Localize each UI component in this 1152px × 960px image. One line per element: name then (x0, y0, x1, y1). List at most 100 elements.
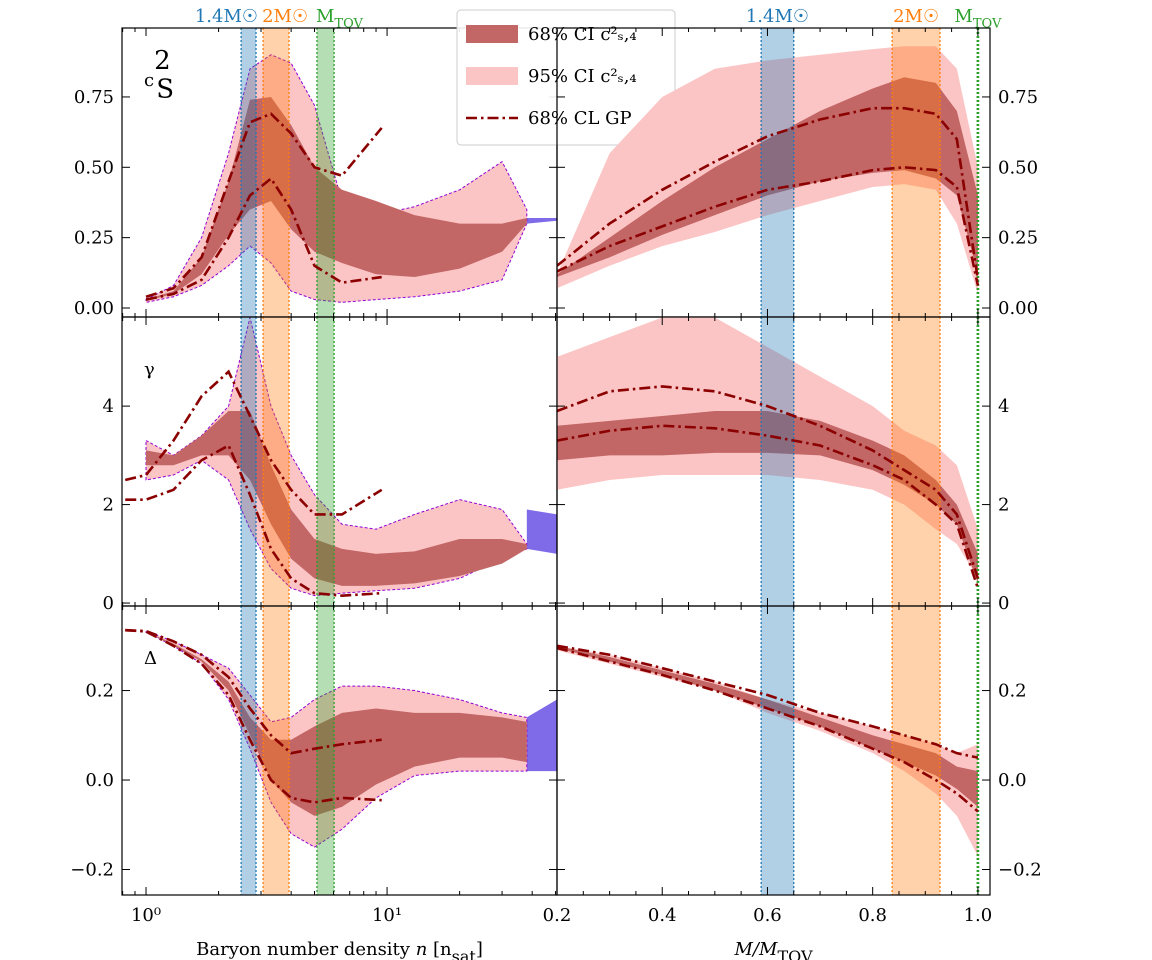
y-tick-label: −0.2 (70, 860, 114, 881)
gp-line (557, 385, 980, 579)
text-part: S (156, 74, 174, 104)
mass-band (761, 317, 794, 606)
text-part: TOV (777, 947, 813, 960)
mass-band (892, 28, 941, 317)
y-tick-label: 0.2 (85, 681, 114, 702)
mass-band (241, 28, 257, 317)
text-part: γ (144, 359, 155, 380)
y-tick-label: 4 (103, 396, 114, 417)
legend: 68% CI c²ₛ,₄ 95% CI c²ₛ,₄ 68% CL GP (456, 9, 676, 146)
x-tick-label: 10¹ (372, 905, 402, 926)
panel-label: c2 S (144, 46, 174, 105)
y-tick-label: 0.25 (74, 228, 114, 249)
y-tick-label: 0.50 (74, 157, 114, 178)
panel (557, 606, 980, 895)
y-tick-label: 0 (103, 593, 114, 614)
ci-band (557, 411, 978, 584)
y-tick-label: 4 (998, 396, 1009, 417)
mass-band (263, 606, 290, 895)
text-part: 2M☉ (262, 6, 308, 27)
text-part: Baryon number density (196, 939, 416, 960)
x-tick-label: 10⁰ (131, 905, 161, 926)
text-part: 1.4M☉ (195, 6, 258, 27)
text-part: ] (476, 939, 483, 960)
x-tick-label: 0.4 (648, 905, 677, 926)
panel (125, 606, 557, 895)
mass-band (316, 606, 335, 895)
gp-line (125, 628, 382, 804)
text-part: 1.4M☉ (746, 6, 809, 27)
x-tick-label: 0.6 (753, 905, 782, 926)
y-tick-label: 0.2 (998, 681, 1027, 702)
ci-band (146, 631, 527, 816)
gp-line (557, 106, 980, 281)
ci-outline (145, 630, 528, 848)
x-axis-label: Baryon number density n [nsat] (196, 939, 483, 960)
panel (557, 317, 980, 606)
y-tick-label: 0.50 (998, 157, 1038, 178)
text-part: TOV (334, 17, 363, 32)
mass-band (316, 28, 335, 317)
text-part: Δ (144, 648, 157, 669)
gp-line (124, 369, 383, 516)
panel (124, 317, 557, 606)
ci-band (146, 96, 527, 301)
y-tick-label: 0.75 (74, 87, 114, 108)
panel (557, 28, 980, 317)
y-tick-label: 0 (998, 593, 1009, 614)
text-part: [n (427, 939, 452, 960)
y-tick-label: 0.00 (74, 298, 114, 319)
text-part: M/M (734, 939, 778, 960)
ci-band (146, 411, 527, 586)
gp-line (125, 628, 382, 755)
y-tick-label: 0.00 (998, 298, 1038, 319)
text-part: c (144, 70, 154, 91)
mass-band (892, 317, 941, 606)
panel-label: γ (144, 359, 155, 380)
ci-band (526, 509, 557, 554)
text-part: sat (452, 947, 477, 960)
x-tick-label: 0.2 (543, 905, 572, 926)
axes-frame (556, 605, 991, 896)
panel-label: Δ (144, 648, 157, 669)
legend-swatch (466, 25, 518, 43)
y-tick-label: 0.25 (998, 228, 1038, 249)
gp-line (145, 176, 382, 301)
ci-band (146, 317, 527, 596)
legend-label: 68% CI c²ₛ,₄ (528, 24, 637, 45)
mass-band (761, 28, 794, 317)
mass-band (316, 317, 335, 606)
x-tick-label: 0.8 (858, 905, 887, 926)
y-tick-label: 0.0 (85, 770, 114, 791)
legend-label: 95% CI c²ₛ,₄ (528, 66, 637, 87)
mass-label: 1.4M☉ (195, 6, 258, 27)
legend-box (456, 9, 676, 146)
gp-line (145, 112, 383, 298)
y-tick-label: 0.0 (998, 770, 1027, 791)
gp-line (557, 644, 979, 759)
ci-band (526, 699, 557, 772)
text-part: n (416, 939, 428, 960)
mass-band (263, 317, 290, 606)
x-axis-label: M/MTOV (734, 939, 813, 960)
y-tick-label: 2 (103, 495, 114, 516)
gp-line (125, 443, 382, 597)
text-part: 2 (154, 46, 171, 76)
gp-line (557, 424, 980, 589)
text-part: M (954, 6, 972, 27)
panel (145, 28, 557, 317)
gp-line (557, 165, 980, 286)
legend-swatch (466, 67, 518, 85)
mass-label: 1.4M☉ (746, 6, 809, 27)
legend-label: 68% CL GP (528, 108, 632, 129)
mass-label: 2M☉ (893, 6, 939, 27)
ci-band (526, 217, 557, 224)
text-part: TOV (973, 17, 1002, 32)
y-tick-label: 2 (998, 495, 1009, 516)
mass-label: 2M☉ (262, 6, 308, 27)
y-tick-label: −0.2 (998, 860, 1042, 881)
mass-band (241, 317, 257, 606)
y-tick-label: 0.75 (998, 87, 1038, 108)
mass-band (241, 606, 257, 895)
